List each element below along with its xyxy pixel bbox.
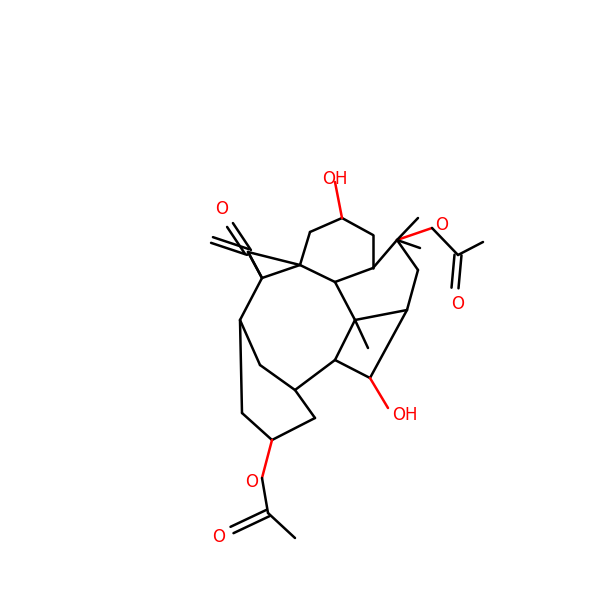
Text: O: O [215,200,229,218]
Text: OH: OH [392,406,418,424]
Text: O: O [212,528,225,546]
Text: OH: OH [322,170,348,188]
Text: O: O [245,473,258,491]
Text: O: O [435,216,448,234]
Text: O: O [452,295,464,313]
